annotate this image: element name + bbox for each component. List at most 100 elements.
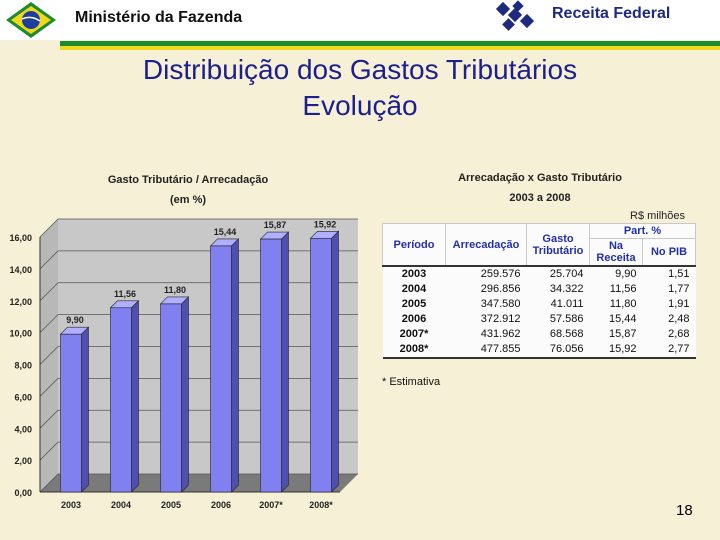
bar-value-label: 15,92 — [314, 219, 337, 229]
bar-value-label: 15,87 — [264, 220, 287, 230]
bar — [210, 245, 232, 493]
bar-side — [81, 326, 89, 493]
cell-pib: 1,51 — [642, 265, 696, 282]
cell-receita: 9,90 — [589, 265, 643, 282]
cell-pib: 1,91 — [642, 297, 696, 312]
x-tick-label: 2008* — [309, 500, 333, 510]
arrecadacao-table: Período Arrecadação Gasto Tributário Par… — [382, 223, 696, 359]
header-yellow-rule — [60, 46, 720, 50]
gasto-tributario-bar-chart: Gasto Tributário / Arrecadação (em %) 0,… — [9, 174, 358, 510]
bar — [110, 307, 132, 493]
chart-gridline — [39, 314, 358, 333]
x-tick-label: 2007* — [259, 500, 283, 510]
chart-gridline — [39, 282, 358, 302]
cell-arrecadacao: 372.912 — [445, 312, 527, 327]
cell-arrecadacao: 431.962 — [445, 327, 527, 342]
agency-name: Receita Federal — [552, 5, 671, 22]
cell-pib: 2,48 — [642, 312, 696, 327]
slide-subtitle: Evolução — [302, 90, 418, 121]
bar-side — [231, 238, 239, 493]
table-unit: R$ milhões — [630, 210, 686, 222]
y-tick-label: 0,00 — [14, 488, 32, 498]
bar-side — [131, 300, 139, 493]
bar — [160, 303, 182, 493]
cell-periodo: 2008* — [382, 342, 446, 359]
cell-periodo: 2003 — [382, 265, 446, 282]
y-tick-label: 2,00 — [14, 456, 32, 466]
table-row: 2003 259.576 25.704 9,90 1,51 — [382, 265, 696, 282]
y-tick-label: 10,00 — [9, 329, 32, 339]
ministry-name: Ministério da Fazenda — [75, 9, 243, 26]
header-bar: Ministério da Fazenda Receita Federal — [0, 0, 720, 40]
chart-gridline — [39, 377, 358, 397]
cell-gasto: 76.056 — [526, 342, 590, 359]
col-arrecadacao: Arrecadação — [445, 223, 527, 267]
chart-gridline — [39, 346, 358, 365]
cell-arrecadacao: 347.580 — [445, 297, 527, 312]
cell-arrecadacao: 296.856 — [445, 282, 527, 297]
table-row: 2006 372.912 57.586 15,44 2,48 — [382, 312, 696, 327]
col-part: Part. % — [589, 223, 696, 239]
chart-gridline — [39, 409, 358, 429]
y-tick-label: 14,00 — [9, 265, 32, 275]
bar — [260, 238, 282, 493]
header-green-rule — [60, 41, 720, 46]
col-periodo: Período — [382, 223, 446, 267]
cell-periodo: 2004 — [382, 282, 446, 297]
y-tick-label: 16,00 — [9, 233, 32, 243]
table-title: Arrecadação x Gasto Tributário — [458, 172, 622, 184]
cell-gasto: 68.568 — [526, 327, 590, 342]
cell-periodo: 2006 — [382, 312, 446, 327]
brazil-coat-of-arms-icon — [6, 2, 56, 38]
cell-arrecadacao: 259.576 — [445, 265, 527, 282]
table-row: 2008* 477.855 76.056 15,92 2,77 — [382, 342, 696, 359]
table-row: 2007* 431.962 68.568 15,87 2,68 — [382, 327, 696, 342]
cell-gasto: 57.586 — [526, 312, 590, 327]
bar-side — [331, 230, 339, 493]
col-gasto: Gasto Tributário — [526, 223, 590, 267]
cell-receita: 11,56 — [589, 282, 643, 297]
cell-gasto: 41.011 — [526, 297, 590, 312]
receita-federal-logo-icon — [495, 0, 535, 31]
col-no-pib: No PIB — [642, 238, 696, 267]
bar — [310, 237, 332, 493]
chart-gridline — [39, 250, 358, 270]
chart-title: Gasto Tributário / Arrecadação — [108, 174, 269, 186]
bar — [60, 333, 82, 493]
cell-receita: 11,80 — [589, 297, 643, 312]
bar-value-label: 15,44 — [214, 227, 237, 237]
y-tick-label: 12,00 — [9, 297, 32, 307]
x-tick-label: 2003 — [61, 500, 81, 510]
table-footnote: * Estimativa — [382, 376, 441, 388]
y-tick-label: 4,00 — [14, 424, 32, 434]
chart-gridline — [39, 473, 358, 493]
bar-side — [281, 231, 289, 493]
bar-value-label: 11,56 — [114, 289, 136, 299]
cell-gasto: 25.704 — [526, 265, 590, 282]
cell-periodo: 2007* — [382, 327, 446, 342]
col-na-receita: Na Receita — [589, 238, 643, 267]
table-row: 2005 347.580 41.011 11,80 1,91 — [382, 297, 696, 312]
cell-periodo: 2005 — [382, 297, 446, 312]
cell-receita: 15,44 — [589, 312, 643, 327]
table-row: 2004 296.856 34.322 11,56 1,77 — [382, 282, 696, 297]
page-number: 18 — [676, 502, 693, 519]
slide-title: Distribuição dos Gastos Tributários — [142, 54, 578, 85]
cell-receita: 15,92 — [589, 342, 643, 359]
cell-receita: 15,87 — [589, 327, 643, 342]
chart-gridline — [39, 441, 358, 461]
chart-gridline — [39, 218, 358, 238]
x-tick-label: 2005 — [161, 500, 181, 510]
bar-side — [181, 296, 189, 493]
y-tick-label: 6,00 — [14, 392, 32, 402]
table-period: 2003 a 2008 — [509, 192, 571, 204]
x-tick-label: 2006 — [211, 500, 231, 510]
cell-arrecadacao: 477.855 — [445, 342, 527, 359]
y-tick-label: 8,00 — [14, 361, 32, 371]
cell-gasto: 34.322 — [526, 282, 590, 297]
cell-pib: 1,77 — [642, 282, 696, 297]
cell-pib: 2,77 — [642, 342, 696, 359]
cell-pib: 2,68 — [642, 327, 696, 342]
x-tick-label: 2004 — [111, 500, 131, 510]
chart-subtitle: (em %) — [170, 194, 206, 206]
